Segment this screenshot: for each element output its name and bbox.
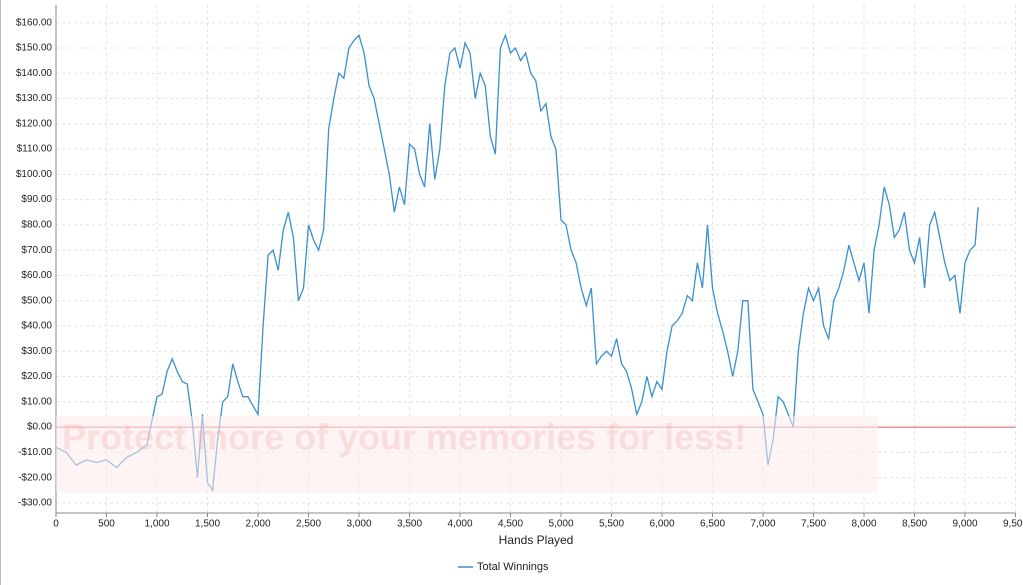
x-tick-label: 0 [53, 519, 59, 530]
x-tick-label: 1,000 [144, 519, 169, 530]
x-tick-label: 6,500 [700, 519, 725, 530]
legend-label: Total Winnings [477, 561, 549, 573]
y-tick-label: $90.00 [21, 194, 52, 205]
x-tick-label: 8,000 [851, 519, 876, 530]
y-tick-label: $100.00 [16, 169, 53, 180]
x-tick-label: 7,000 [750, 519, 775, 530]
x-tick-label: 2,000 [245, 519, 270, 530]
x-tick-label: 1,500 [195, 519, 220, 530]
x-tick-label: 4,500 [498, 519, 523, 530]
y-tick-label: $50.00 [21, 295, 52, 306]
y-tick-label: $140.00 [16, 68, 53, 79]
y-tick-label: $40.00 [21, 321, 52, 332]
y-tick-label: $30.00 [21, 346, 52, 357]
y-tick-label: $120.00 [16, 118, 53, 129]
y-tick-label: $150.00 [16, 43, 53, 54]
y-tick-label: $80.00 [21, 220, 52, 231]
y-tick-label: -$10.00 [18, 447, 52, 458]
x-tick-label: 7,500 [801, 519, 826, 530]
y-tick-label: $60.00 [21, 270, 52, 281]
x-tick-label: 4,000 [447, 519, 472, 530]
y-tick-label: $0.00 [27, 422, 52, 433]
y-tick-label: $70.00 [21, 245, 52, 256]
y-tick-label: -$30.00 [18, 498, 52, 509]
x-axis-label: Hands Played [499, 533, 574, 547]
y-tick-label: $110.00 [17, 144, 53, 155]
data-line [55, 33, 979, 493]
x-tick-label: 5,000 [548, 519, 573, 530]
y-tick-label: $20.00 [21, 371, 52, 382]
watermark-text: Protect more of your memories for less! [62, 417, 746, 458]
x-tick-label: 5,500 [599, 519, 624, 530]
x-tick-label: 8,500 [902, 519, 927, 530]
y-tick-label: -$20.00 [18, 472, 52, 483]
x-tick-label: 6,000 [649, 519, 674, 530]
x-tick-label: 3,000 [346, 519, 371, 530]
y-tick-label: $10.00 [21, 396, 52, 407]
x-tick-label: 2,500 [296, 519, 321, 530]
x-tick-label: 9,000 [952, 519, 977, 530]
x-tick-label: 9,500 [1003, 519, 1023, 530]
x-tick-label: 3,500 [397, 519, 422, 530]
watermark-band [56, 416, 878, 493]
y-tick-label: $160.00 [16, 17, 53, 28]
y-tick-label: $130.00 [16, 93, 53, 104]
x-tick-label: 500 [98, 519, 115, 530]
